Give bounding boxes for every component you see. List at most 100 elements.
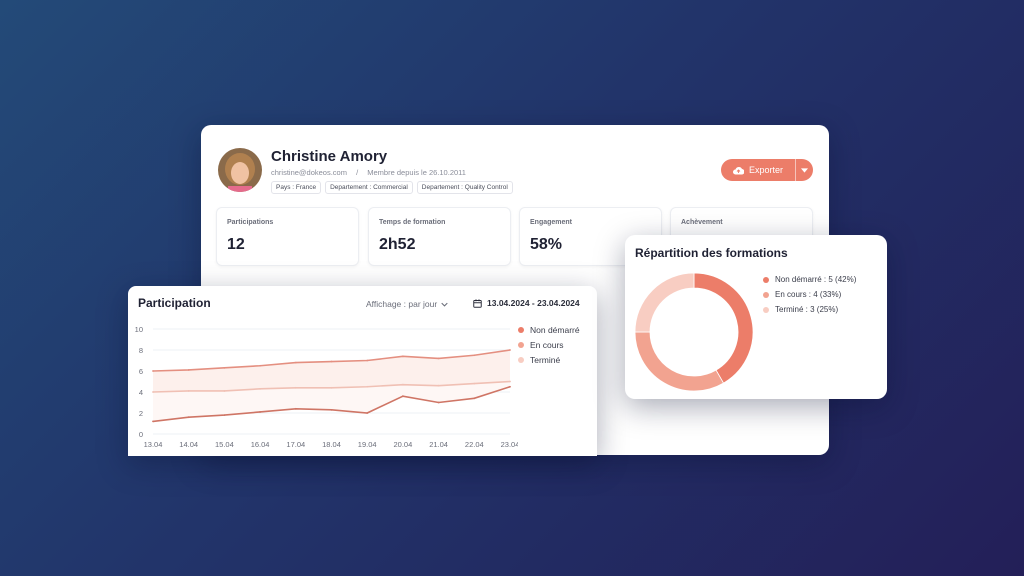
band-area: [153, 381, 510, 422]
data-point: [402, 395, 404, 398]
data-point: [402, 383, 404, 386]
data-point: [187, 390, 190, 392]
legend-dot: [763, 291, 769, 298]
data-point: [187, 369, 190, 371]
data-point: [437, 384, 440, 387]
data-point: [366, 385, 369, 388]
stat-participations: Participations 12: [216, 207, 359, 266]
data-point: [330, 386, 333, 389]
legend-label: Terminé : 3 (25%): [775, 305, 839, 314]
meta-separator: /: [356, 168, 359, 177]
member-since: Membre depuis le 26.10.2011: [367, 168, 466, 177]
x-tick-label: 22.04: [465, 440, 484, 449]
legend-dot: [518, 356, 524, 363]
chevron-down-icon: [441, 302, 448, 307]
data-point: [473, 382, 476, 385]
data-point: [509, 349, 511, 351]
repartition-legend: Non démarré : 5 (42%) En cours : 4 (33%)…: [763, 272, 856, 317]
export-main[interactable]: Exporter: [721, 165, 795, 175]
legend-label: En cours: [530, 339, 564, 350]
tag-department: Departement : Commercial: [325, 181, 413, 194]
data-point: [366, 359, 369, 362]
legend-dot: [763, 276, 769, 283]
x-tick-label: 15.04: [215, 440, 234, 449]
user-tags: Pays : France Departement : Commercial D…: [271, 181, 513, 194]
legend-label: Non démarré: [530, 324, 580, 335]
data-point: [473, 397, 476, 400]
y-tick-label: 4: [139, 388, 143, 397]
band-area: [153, 350, 510, 392]
participation-legend: Non démarré En cours Terminé: [518, 322, 580, 367]
chevron-down-icon: [801, 167, 808, 173]
stat-value: 2h52: [379, 236, 416, 253]
data-point: [509, 380, 511, 383]
tag-country: Pays : France: [271, 181, 322, 194]
repartition-donut-chart: [634, 272, 754, 392]
display-label: Affichage : par jour: [366, 299, 438, 309]
tag-department: Departement : Quality Control: [416, 181, 513, 194]
user-name: Christine Amory: [271, 148, 388, 165]
display-select[interactable]: Affichage : par jour: [366, 299, 448, 309]
legend-item: Non démarré : 5 (42%): [763, 272, 856, 287]
export-label: Exporter: [749, 165, 784, 175]
data-point: [259, 364, 261, 367]
data-point: [509, 385, 511, 388]
stat-label: Participations: [227, 219, 274, 226]
y-tick-label: 8: [139, 346, 143, 355]
participation-card: Participation Affichage : par jour 13.04…: [128, 286, 597, 456]
x-tick-label: 17.04: [286, 440, 305, 449]
x-tick-label: 13.04: [144, 440, 163, 449]
data-point: [259, 387, 261, 390]
data-point: [223, 414, 226, 416]
legend-dot: [518, 326, 524, 333]
data-point: [330, 408, 333, 411]
stat-training-time: Temps de formation 2h52: [368, 207, 511, 266]
x-tick-label: 21.04: [429, 440, 448, 449]
data-point: [437, 357, 440, 360]
legend-item: Non démarré: [518, 322, 580, 337]
x-tick-label: 18.04: [322, 440, 341, 449]
stat-label: Engagement: [530, 219, 573, 226]
data-point: [223, 366, 226, 369]
user-email: christine@dokeos.com: [271, 168, 347, 177]
data-point: [402, 355, 404, 358]
repartition-title: Répartition des formations: [635, 246, 788, 260]
legend-label: Non démarré : 5 (42%): [775, 275, 857, 284]
data-point: [437, 401, 440, 404]
legend-item: Terminé: [518, 352, 580, 367]
participation-line-chart: 0 2 4 6 8 10 13.04 14.04 15.04 16.04 17.04 18.04 19.…: [135, 325, 518, 449]
y-tick-label: 10: [135, 325, 143, 334]
y-tick-label: 6: [139, 367, 143, 376]
date-range-picker[interactable]: 13.04.2024 - 23.04.2024: [473, 298, 580, 308]
donut-slice: [693, 272, 754, 384]
donut-slice: [634, 272, 695, 333]
repartition-card: Répartition des formations Non démarré :…: [625, 235, 887, 399]
data-point: [294, 361, 297, 364]
data-point: [366, 412, 369, 414]
legend-dot: [763, 306, 769, 313]
x-tick-label: 14.04: [179, 440, 198, 449]
legend-label: Terminé: [530, 354, 561, 365]
cloud-upload-icon: [733, 166, 744, 175]
legend-item: Terminé : 3 (25%): [763, 302, 856, 317]
legend-dot: [518, 341, 524, 348]
avatar[interactable]: [218, 148, 262, 192]
export-dropdown[interactable]: [796, 167, 813, 173]
legend-item: En cours : 4 (33%): [763, 287, 856, 302]
y-tick-label: 0: [139, 430, 143, 439]
donut-slice: [634, 331, 725, 392]
export-button[interactable]: Exporter: [721, 159, 813, 181]
calendar-icon: [473, 298, 482, 308]
data-point: [152, 370, 154, 372]
data-point: [152, 420, 154, 423]
x-tick-label: 20.04: [394, 440, 413, 449]
user-meta: christine@dokeos.com / Membre depuis le …: [271, 168, 466, 177]
stat-label: Achèvement: [681, 219, 723, 226]
x-tick-label: 16.04: [251, 440, 270, 449]
data-point: [259, 411, 261, 413]
data-point: [294, 407, 297, 410]
y-tick-label: 2: [139, 409, 143, 418]
data-point: [152, 391, 154, 393]
x-tick-label: 19.04: [358, 440, 377, 449]
x-tick-label: 23.04: [501, 440, 518, 449]
